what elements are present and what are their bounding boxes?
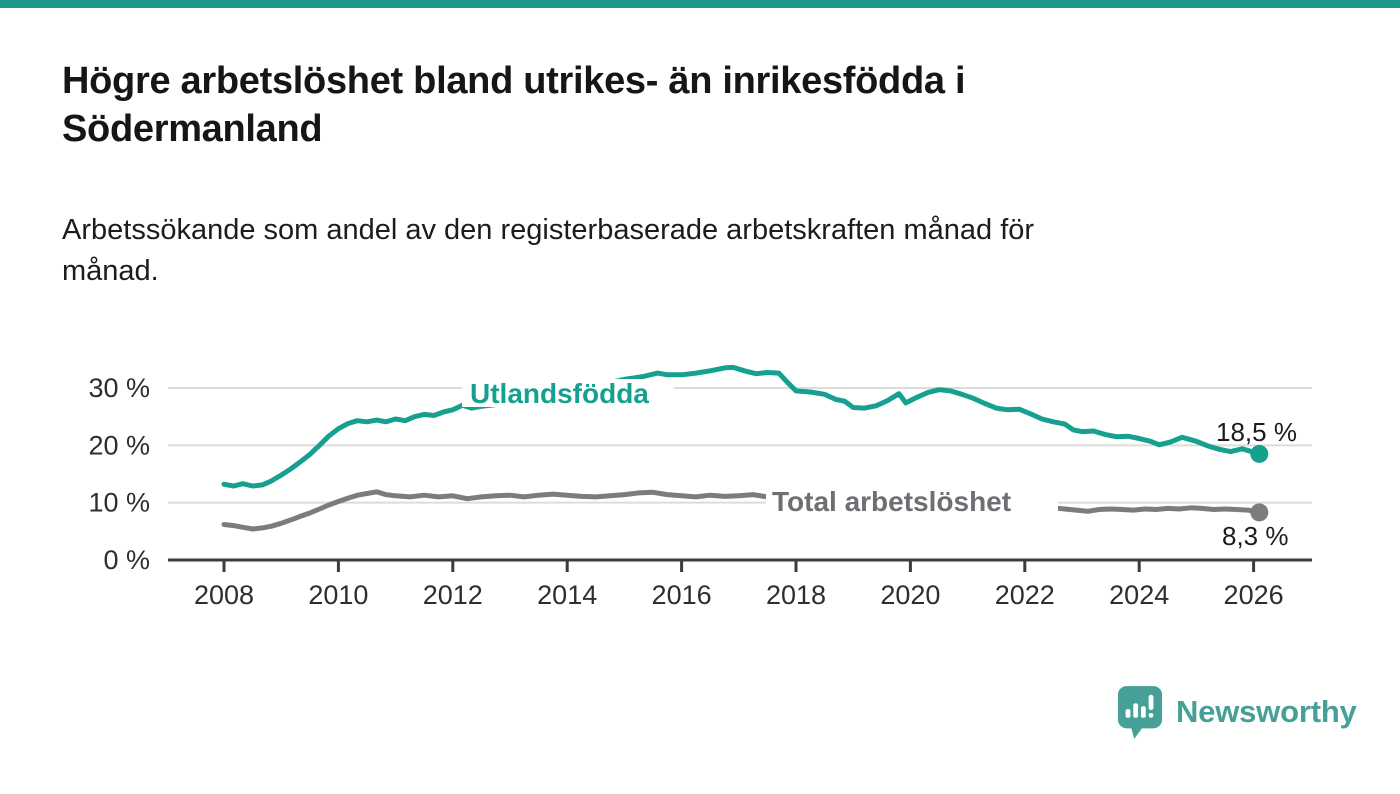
speech-bubble-shape xyxy=(1117,686,1163,739)
y-tick-label-10: 10 % xyxy=(88,488,150,518)
series-line-total-arbetsl-shet xyxy=(221,489,1262,532)
page-title: Högre arbetslöshet bland utrikes- än inr… xyxy=(62,58,1262,154)
x-tick-label-2026: 2026 xyxy=(1224,580,1284,610)
axis-group: 2008 2010 2012 2014 2016 2018 2020 2022 2024 2026… xyxy=(88,373,1312,610)
brand-name: Newsworthy xyxy=(1176,694,1357,729)
series-label-utlandsfodda-bg xyxy=(462,379,674,407)
series-label-total-arbetsloshet: Total arbetslöshet xyxy=(772,486,1011,517)
gridlines-group xyxy=(168,387,1312,504)
brand-logo: Newsworthy xyxy=(1116,684,1357,740)
y-tick-label-20: 20 % xyxy=(88,430,150,460)
exclamation-dot xyxy=(1148,712,1154,718)
series-line-utlandsf-dda xyxy=(221,364,1262,489)
page-subtitle-line-2: månad. xyxy=(62,254,159,287)
x-tick-label-2022: 2022 xyxy=(995,580,1055,610)
page-title-line-2: Södermanland xyxy=(62,107,323,150)
end-value-utlandsfodda: 18,5 % xyxy=(1216,417,1297,447)
x-tick-label-2016: 2016 xyxy=(652,580,712,610)
end-value-total: 8,3 % xyxy=(1222,521,1289,551)
x-tick-label-2010: 2010 xyxy=(308,580,368,610)
bar-2 xyxy=(1133,703,1139,718)
page-subtitle: Arbetssökande som andel av den registerb… xyxy=(62,210,1302,291)
series-group xyxy=(221,364,1269,532)
x-tick-label-2012: 2012 xyxy=(423,580,483,610)
x-tick-label-2018: 2018 xyxy=(766,580,826,610)
y-tick-label-30: 30 % xyxy=(88,373,150,403)
x-tick-label-2020: 2020 xyxy=(880,580,940,610)
bar-3 xyxy=(1140,706,1146,718)
series-label-total-bg xyxy=(766,487,1058,515)
series-label-utlandsfodda: Utlandsfödda xyxy=(470,378,649,409)
bar-1 xyxy=(1125,709,1131,718)
newsworthy-bubble-chart-icon xyxy=(1117,686,1163,739)
exclamation-stem xyxy=(1148,694,1154,711)
page-subtitle-line-1: Arbetssökande som andel av den registerb… xyxy=(62,214,1035,246)
end-dot-utlandsf-dda xyxy=(1250,444,1269,463)
page-title-line-1: Högre arbetslöshet bland utrikes- än inr… xyxy=(62,60,966,102)
x-tick-label-2008: 2008 xyxy=(194,580,254,610)
x-tick-label-2024: 2024 xyxy=(1109,580,1169,610)
x-tick-label-2014: 2014 xyxy=(537,580,597,610)
y-tick-label-0: 0 % xyxy=(103,545,150,575)
accent-top-bar xyxy=(0,0,1400,8)
end-dot-total-arbetsl-shet xyxy=(1250,503,1269,522)
